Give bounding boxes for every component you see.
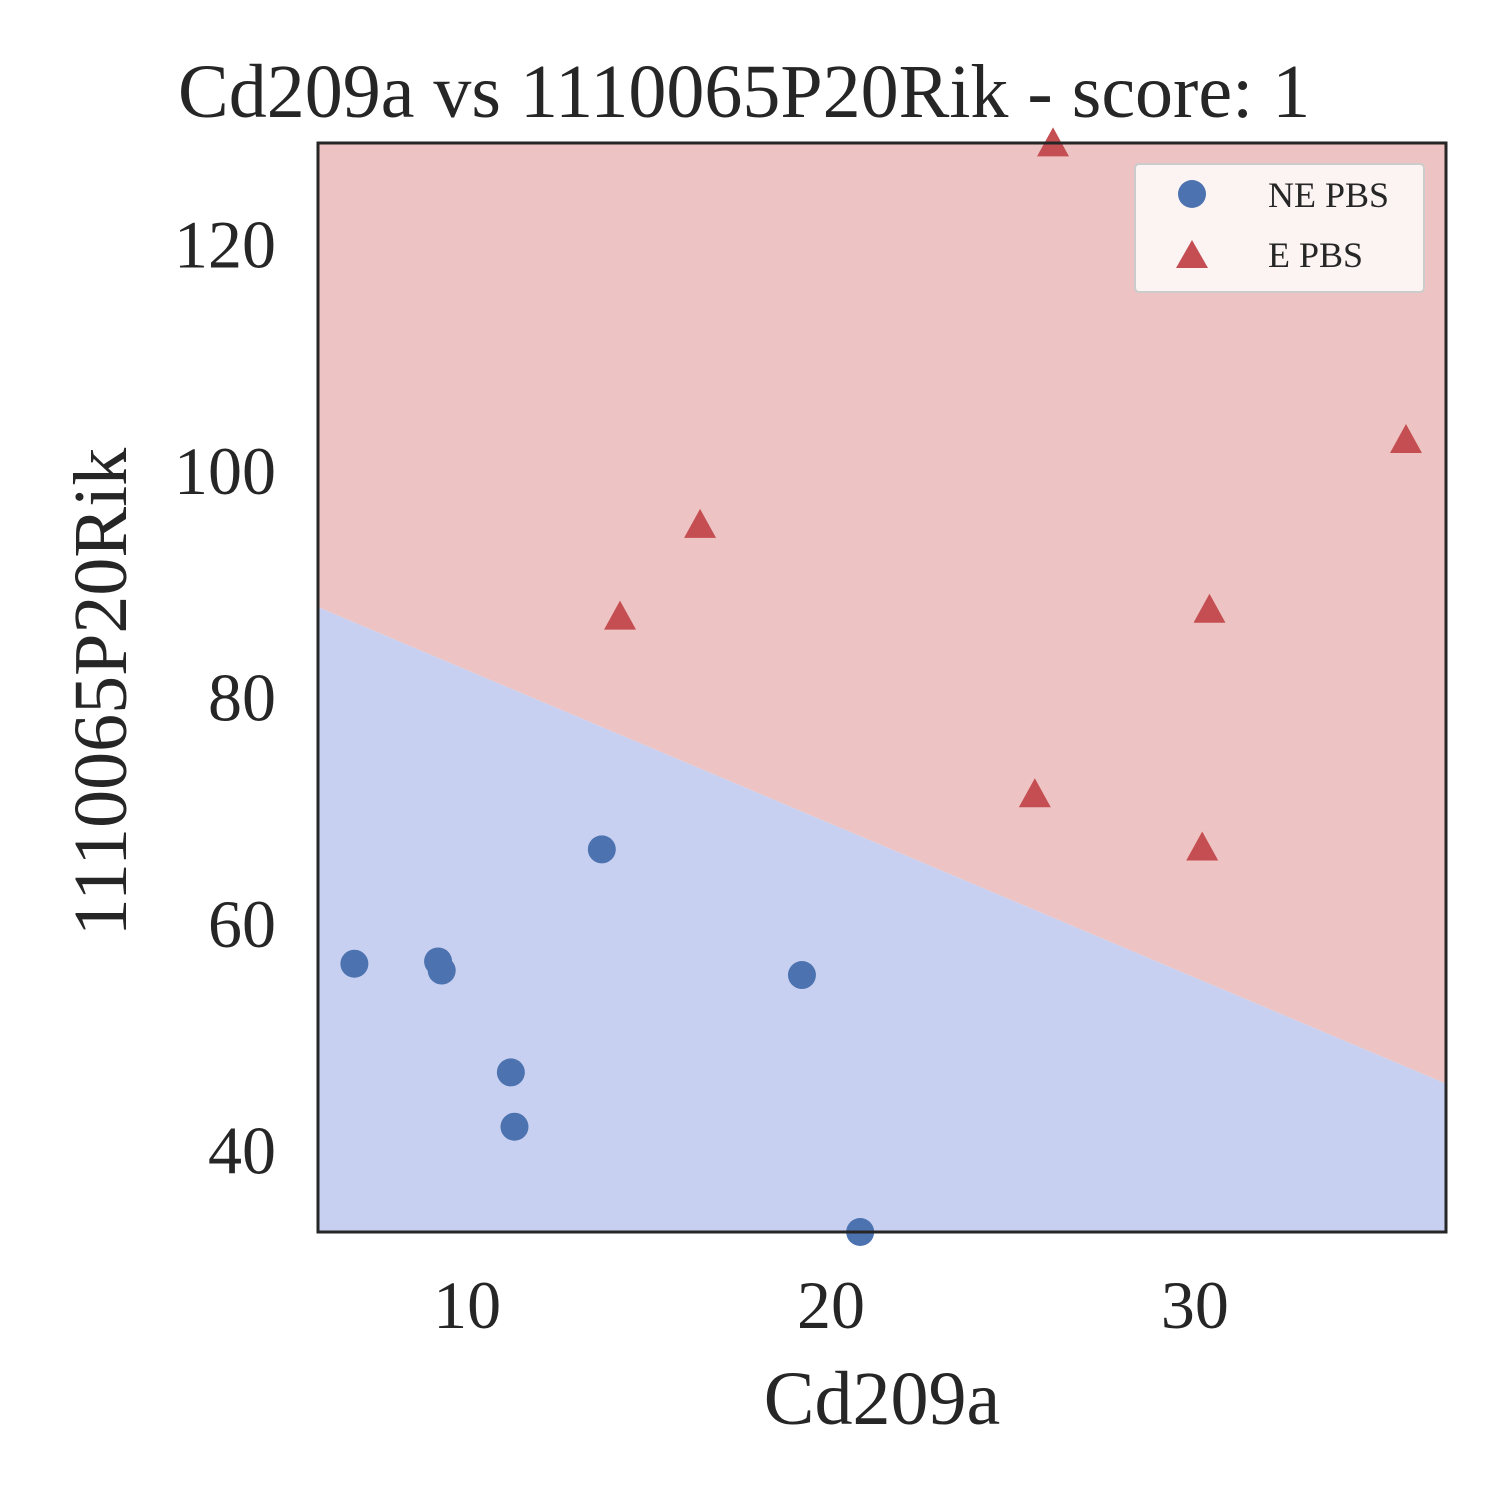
x-tick-label: 20: [797, 1267, 865, 1343]
legend-ne-pbs-marker: [1178, 180, 1206, 208]
y-tick-label: 100: [174, 433, 276, 509]
e-pbs-point: [604, 600, 637, 630]
y-axis-label: 1110065P20Rik: [59, 448, 143, 936]
x-tick-labels: 10 20 30: [433, 1267, 1229, 1343]
x-axis-label: Cd209a: [764, 1357, 1000, 1441]
ne-pbs-point: [787, 961, 816, 990]
ne-pbs-point: [496, 1058, 525, 1087]
legend-e-pbs-marker: [1176, 240, 1208, 268]
legend-ne-pbs-label: NE PBS: [1268, 175, 1389, 215]
ne-pbs-region: [318, 607, 1446, 1232]
data-markers: [340, 127, 1422, 1246]
e-pbs-point: [1389, 423, 1422, 453]
legend-box: [1134, 163, 1425, 293]
y-tick-label: 120: [174, 207, 276, 283]
e-pbs-point: [1186, 831, 1219, 861]
decision-regions: [318, 143, 1446, 1232]
y-tick-label: 80: [208, 660, 276, 736]
y-tick-labels: 40 60 80 100 120: [174, 207, 276, 1189]
plot-frame: [316, 141, 1448, 1234]
ne-pbs-point: [587, 835, 616, 864]
y-tick-label: 60: [208, 886, 276, 962]
e-pbs-point: [1018, 778, 1051, 808]
ne-pbs-point: [500, 1112, 529, 1141]
x-tick-label: 30: [1161, 1267, 1229, 1343]
ne-pbs-point: [427, 956, 456, 985]
legend-e-pbs-label: E PBS: [1268, 235, 1363, 275]
y-tick-label: 40: [208, 1112, 276, 1188]
legend: NE PBS E PBS: [1134, 163, 1425, 293]
e-pbs-region: [318, 143, 1446, 1084]
e-pbs-point: [1193, 593, 1226, 623]
ne-pbs-point: [340, 949, 369, 978]
chart-title: Cd209a vs 1110065P20Rik - score: 1: [178, 50, 1310, 134]
e-pbs-point: [684, 508, 717, 538]
x-tick-label: 10: [433, 1267, 501, 1343]
